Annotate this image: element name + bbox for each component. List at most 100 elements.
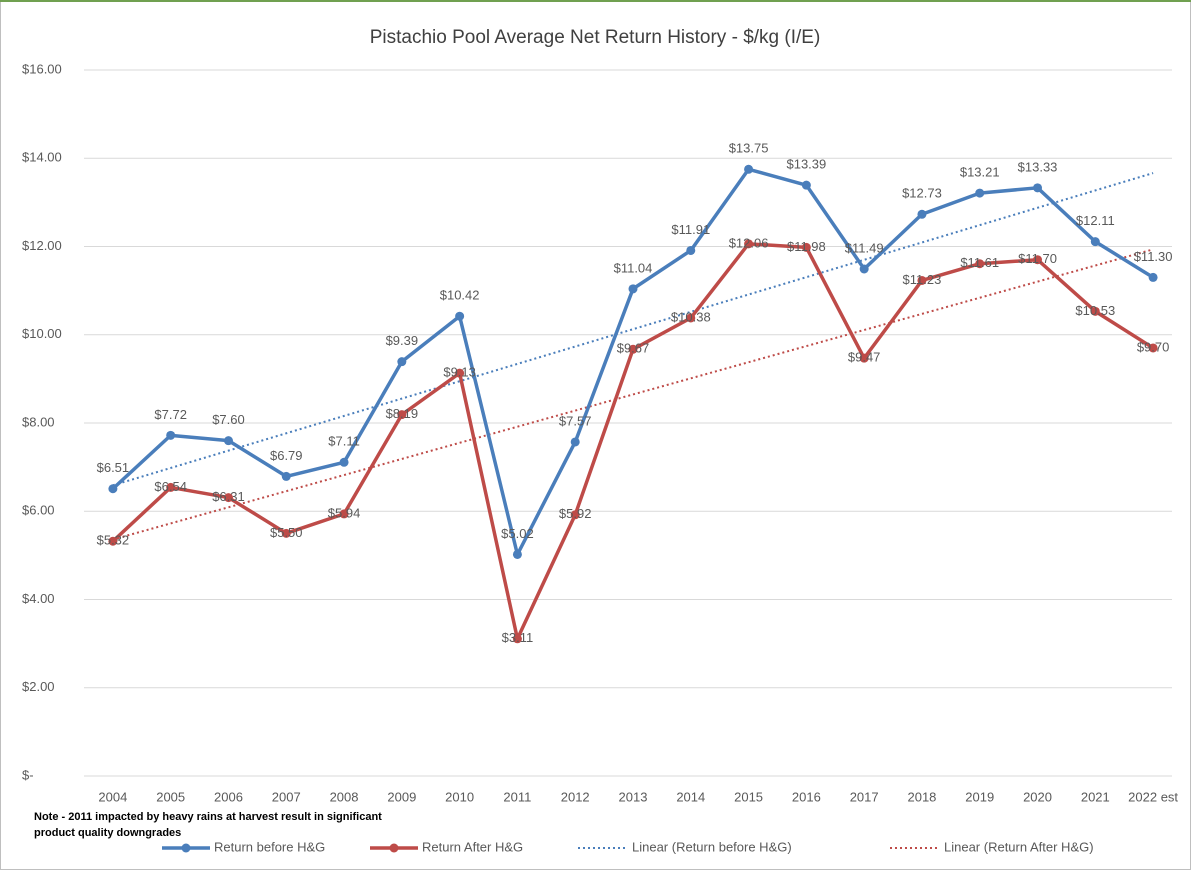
data-point — [512, 634, 522, 644]
x-tick-label: 2019 — [965, 789, 994, 804]
data-point — [801, 242, 811, 252]
legend-label: Linear (Return before H&G) — [632, 839, 792, 854]
data-label: $11.04 — [614, 260, 653, 275]
data-point — [455, 311, 465, 321]
data-point — [686, 245, 696, 255]
data-point — [570, 510, 580, 520]
data-label: $11.70 — [1018, 251, 1057, 266]
data-point — [917, 275, 927, 285]
data-label: $7.72 — [154, 407, 187, 422]
data-label: $12.06 — [729, 235, 769, 250]
data-label: $12.11 — [1076, 213, 1115, 228]
data-label: $12.73 — [902, 186, 942, 201]
data-label: $9.47 — [848, 350, 881, 365]
legend-marker — [389, 843, 399, 853]
data-label: $9.70 — [1137, 339, 1170, 354]
data-label: $13.33 — [1018, 159, 1058, 174]
data-label: $11.30 — [1134, 249, 1173, 264]
x-tick-label: 2016 — [792, 789, 821, 804]
data-label: $5.02 — [501, 526, 534, 541]
data-label: $7.11 — [328, 434, 360, 449]
x-tick-label: 2007 — [272, 789, 301, 804]
data-point — [108, 484, 118, 494]
data-point — [859, 264, 869, 274]
x-tick-label: 2020 — [1023, 789, 1052, 804]
data-label: $11.61 — [960, 255, 999, 270]
data-point — [917, 209, 927, 219]
y-tick-label: $10.00 — [22, 326, 62, 341]
y-tick-label: $8.00 — [22, 414, 55, 429]
data-label: $6.51 — [97, 460, 130, 475]
data-point — [628, 344, 638, 354]
x-tick-label: 2015 — [734, 789, 763, 804]
data-label: $7.57 — [559, 413, 592, 428]
data-label: $11.98 — [787, 239, 826, 254]
data-point — [166, 482, 176, 492]
x-tick-label: 2014 — [676, 789, 705, 804]
y-tick-label: $2.00 — [22, 679, 55, 694]
data-point — [397, 410, 407, 420]
data-label: $5.32 — [97, 533, 130, 548]
y-tick-label: $14.00 — [22, 150, 62, 165]
data-label: $9.39 — [386, 333, 419, 348]
x-tick-label: 2004 — [98, 789, 127, 804]
data-point — [1033, 255, 1043, 265]
data-point — [744, 239, 754, 249]
data-label: $13.75 — [729, 141, 769, 156]
data-label: $3.11 — [502, 630, 534, 645]
note: product quality downgrades — [34, 827, 181, 839]
y-tick-label: $12.00 — [22, 238, 62, 253]
x-tick-label: 2011 — [503, 789, 531, 804]
x-tick-label: 2009 — [387, 789, 416, 804]
x-tick-label: 2013 — [619, 789, 648, 804]
data-point — [339, 509, 349, 519]
data-point — [281, 471, 291, 481]
data-point — [512, 549, 522, 559]
data-point — [1090, 306, 1100, 316]
data-label: $6.54 — [154, 479, 187, 494]
data-point — [281, 528, 291, 538]
data-label: $6.31 — [212, 489, 245, 504]
x-tick-label: 2018 — [907, 789, 936, 804]
data-point — [570, 437, 580, 447]
data-label: $8.19 — [386, 406, 419, 421]
note: Note - 2011 impacted by heavy rains at h… — [34, 811, 382, 823]
data-point — [166, 430, 176, 440]
data-label: $13.21 — [960, 165, 1000, 180]
x-tick-label: 2022 est — [1128, 789, 1178, 804]
data-point — [339, 457, 349, 467]
data-point — [1148, 272, 1158, 282]
legend-label: Return before H&G — [214, 839, 325, 854]
data-point — [108, 536, 118, 546]
data-label: $11.23 — [903, 272, 942, 287]
x-tick-label: 2005 — [156, 789, 185, 804]
data-label: $7.60 — [212, 412, 245, 427]
y-tick-label: $6.00 — [22, 503, 55, 518]
data-label: $5.92 — [559, 506, 592, 521]
data-label: $10.38 — [671, 309, 711, 324]
data-label: $11.91 — [671, 222, 710, 237]
data-point — [455, 368, 465, 378]
x-tick-label: 2006 — [214, 789, 243, 804]
data-point — [975, 259, 985, 269]
data-point — [223, 493, 233, 503]
data-label: $5.94 — [328, 505, 361, 520]
x-tick-label: 2021 — [1081, 789, 1110, 804]
data-point — [859, 353, 869, 363]
x-tick-label: 2012 — [561, 789, 590, 804]
data-label: $11.49 — [845, 240, 884, 255]
y-tick-label: $- — [22, 767, 34, 782]
x-tick-label: 2017 — [850, 789, 879, 804]
data-point — [1033, 183, 1043, 193]
data-label: $5.50 — [270, 525, 303, 540]
data-point — [801, 180, 811, 190]
data-label: $10.42 — [440, 288, 480, 303]
y-tick-label: $16.00 — [22, 61, 62, 76]
data-label: $9.67 — [617, 341, 650, 356]
x-tick-label: 2008 — [330, 789, 359, 804]
data-label: $13.39 — [786, 157, 826, 172]
data-point — [223, 436, 233, 446]
data-point — [744, 164, 754, 174]
